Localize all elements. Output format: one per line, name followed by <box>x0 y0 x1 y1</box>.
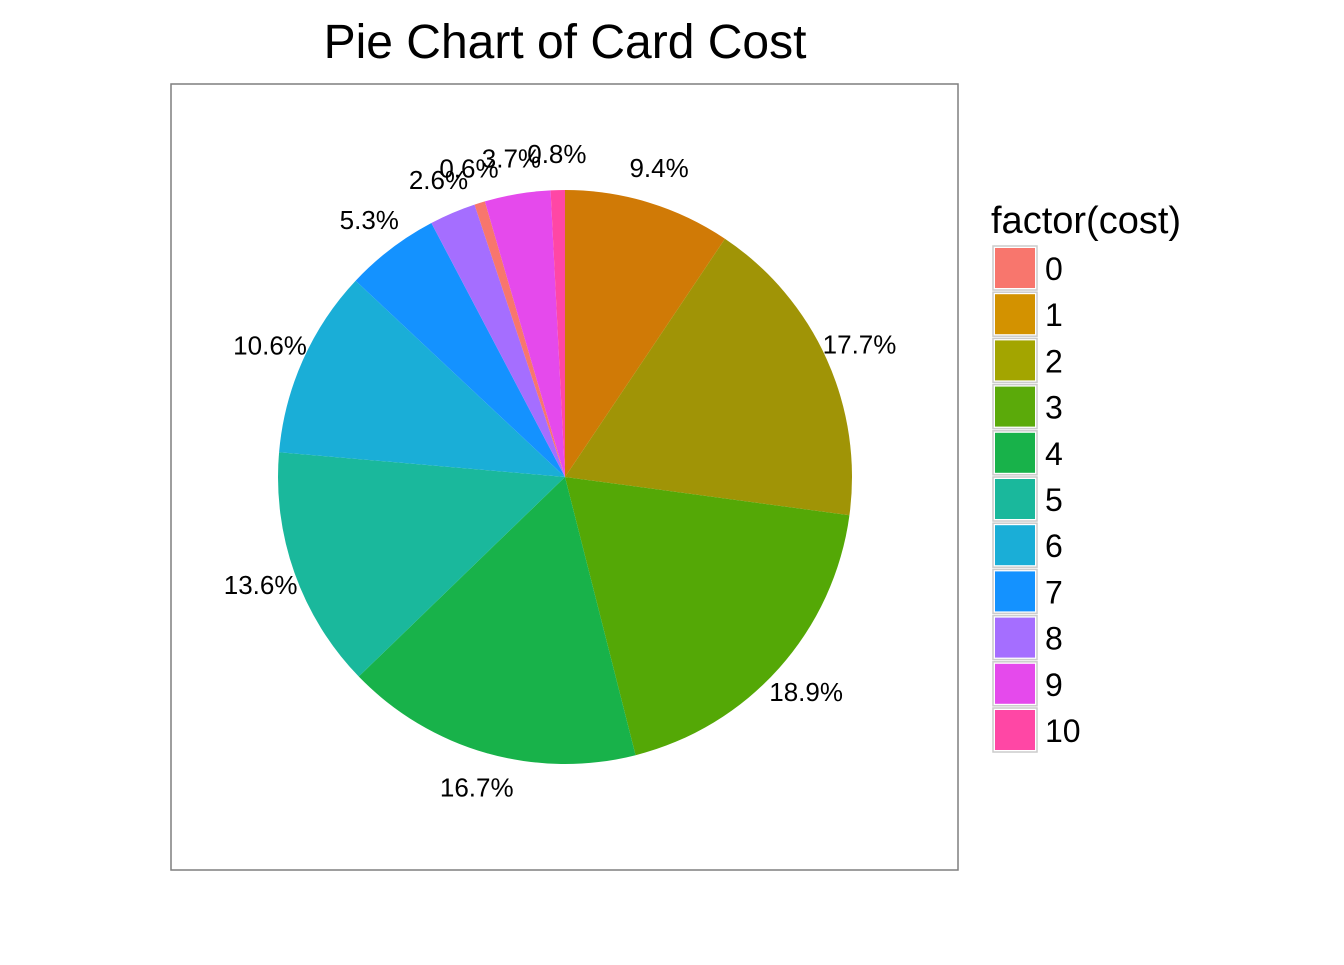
pie-slice-3 <box>565 477 850 756</box>
legend-key-7 <box>995 571 1035 612</box>
slice-label-8: 2.6% <box>409 165 468 195</box>
pie-slice-10 <box>550 190 565 477</box>
legend-key-10 <box>995 710 1035 750</box>
slice-label-0: 0.6% <box>439 154 498 184</box>
pie-slice-1 <box>565 190 725 477</box>
slice-label-3: 18.9% <box>769 677 843 707</box>
legend-key-0 <box>995 248 1035 288</box>
pie-slice-6 <box>279 280 565 477</box>
slice-label-6: 10.6% <box>233 330 307 360</box>
slice-label-5: 13.6% <box>224 570 298 600</box>
legend: 0 1 2 3 4 5 6 7 8 9 10 <box>992 245 1081 753</box>
legend-key-4 <box>995 432 1035 473</box>
slice-label-2: 17.7% <box>823 329 897 359</box>
legend-label-2: 2 <box>1045 343 1063 379</box>
slice-label-10: 0.8% <box>527 139 586 169</box>
pie-slices <box>277 190 852 764</box>
pie-slice-4 <box>358 477 636 764</box>
legend-label-0: 0 <box>1045 251 1063 287</box>
legend-label-9: 9 <box>1045 667 1063 703</box>
slice-label-4: 16.7% <box>440 773 514 803</box>
legend-label-10: 10 <box>1045 713 1081 749</box>
pie-slice-9 <box>484 190 565 477</box>
legend-key-9 <box>995 663 1035 704</box>
legend-key-1 <box>995 294 1035 335</box>
slice-label-9: 3.7% <box>482 143 541 173</box>
legend-label-6: 6 <box>1045 528 1063 564</box>
chart-title: Pie Chart of Card Cost <box>324 16 807 69</box>
legend-key-5 <box>995 479 1035 519</box>
legend-label-7: 7 <box>1045 574 1063 610</box>
pie-slice-8 <box>431 204 565 477</box>
pie-slice-7 <box>355 223 565 477</box>
legend-key-3 <box>995 386 1035 427</box>
pie-slice-0 <box>474 201 565 477</box>
legend-key-2 <box>995 340 1035 381</box>
slice-label-1: 9.4% <box>629 153 688 183</box>
legend-key-6 <box>995 525 1035 566</box>
legend-label-8: 8 <box>1045 621 1063 657</box>
legend-key-8 <box>995 617 1035 658</box>
legend-label-4: 4 <box>1045 436 1063 472</box>
slice-label-7: 5.3% <box>340 205 399 235</box>
pie-slice-labels: 9.4% 17.7% 18.9% 16.7% 13.6% 10.6% 5.3% 2.6%0.6… <box>224 139 897 803</box>
pie-slice-5 <box>277 452 565 677</box>
legend-title: factor(cost) <box>991 200 1181 242</box>
pie-slice-2 <box>565 238 852 516</box>
legend-label-5: 5 <box>1045 482 1063 518</box>
legend-label-3: 3 <box>1045 390 1063 426</box>
legend-label-1: 1 <box>1045 297 1063 333</box>
